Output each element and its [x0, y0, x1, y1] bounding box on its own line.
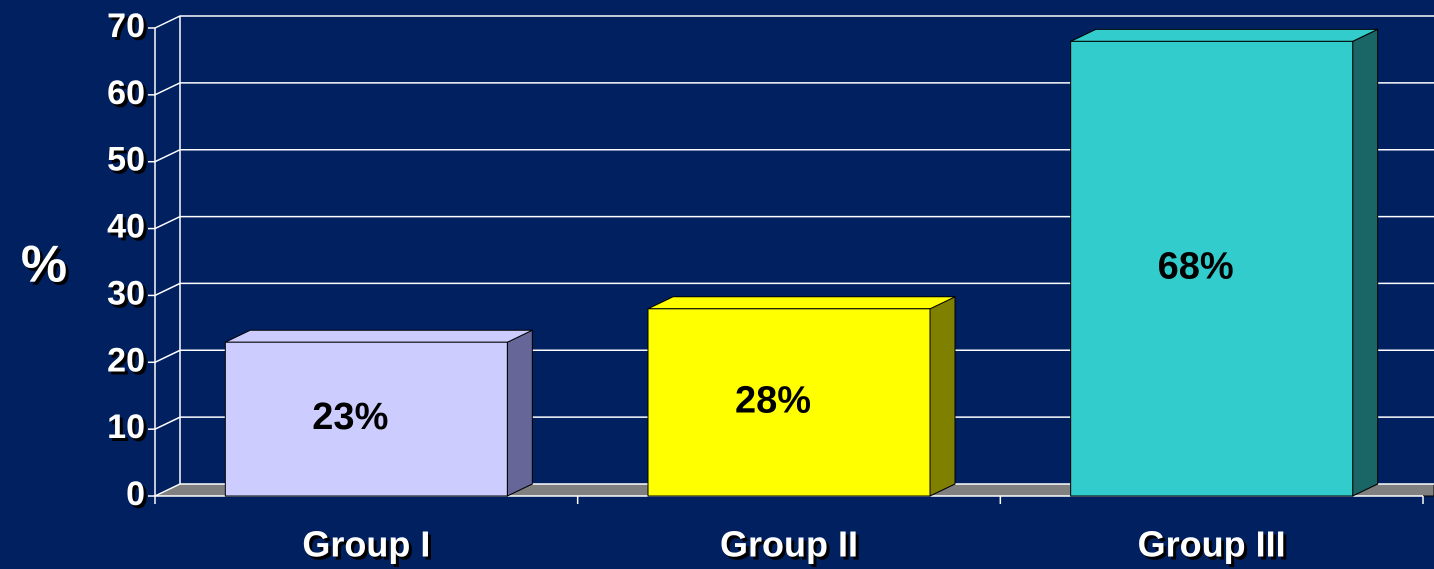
grid-line: [154, 82, 1434, 96]
y-tick-label: 50: [107, 141, 145, 179]
bar-top: [225, 329, 533, 343]
y-tick-label: 30: [107, 274, 145, 312]
bar: [1070, 40, 1354, 497]
grid-line: [154, 282, 1434, 297]
value-label: 68%: [1158, 246, 1234, 288]
grid-line: [154, 483, 1434, 497]
y-tick-label: 40: [107, 208, 145, 246]
value-label: 23%: [312, 396, 388, 438]
y-tick-label: 0: [126, 475, 145, 513]
bar-top: [1070, 28, 1378, 42]
grid-line: [154, 349, 1434, 363]
value-label: 28%: [735, 379, 811, 421]
y-tick-label: 60: [107, 74, 145, 112]
bar: [224, 341, 508, 497]
x-tick-label: Group I: [302, 524, 430, 565]
y-tick-label: 20: [107, 341, 145, 379]
grid-line: [154, 15, 1434, 29]
grid-line: [154, 148, 1434, 163]
bar-side: [1352, 28, 1379, 497]
grid-line: [154, 416, 1434, 430]
x-tick-label: Group II: [720, 524, 858, 565]
y-tick-label: 10: [107, 408, 145, 446]
bar-top: [647, 296, 956, 310]
grid-line: [154, 215, 1434, 230]
y-tick-label: 70: [107, 7, 145, 45]
bar-side: [506, 329, 533, 497]
x-tick-label: Group III: [1138, 524, 1286, 565]
bar-side: [929, 296, 956, 497]
y-axis-label: %: [21, 236, 67, 294]
bar: [647, 308, 931, 497]
